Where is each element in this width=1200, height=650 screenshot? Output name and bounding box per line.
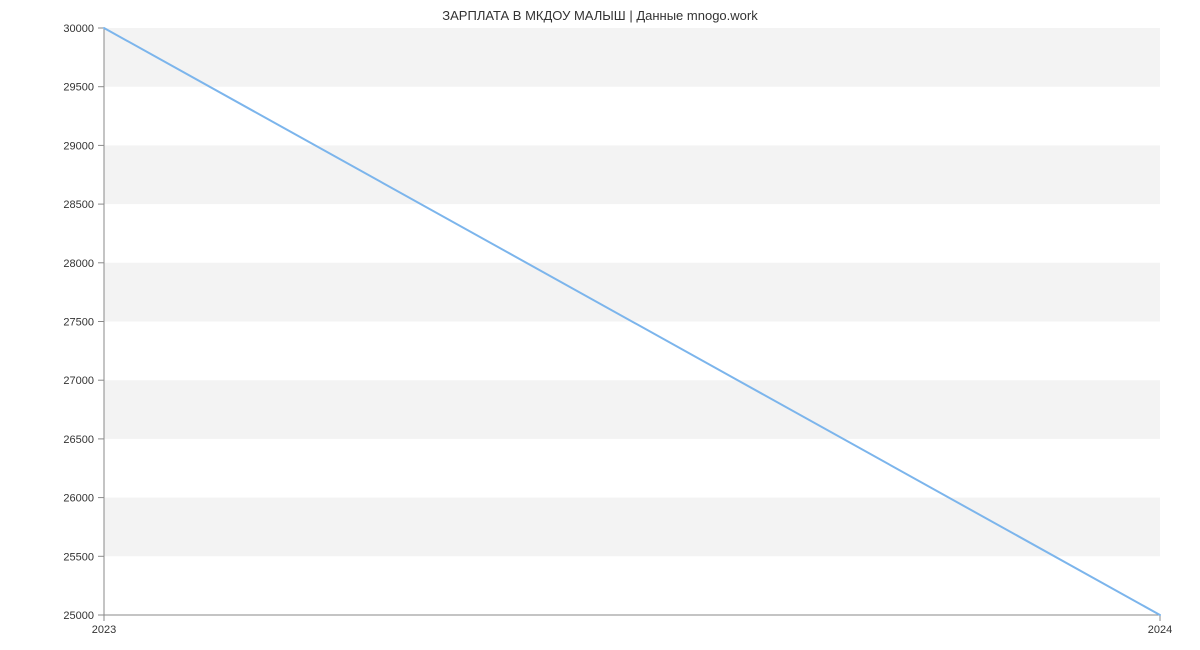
salary-chart: ЗАРПЛАТА В МКДОУ МАЛЫШ | Данные mnogo.wo…	[0, 0, 1200, 650]
chart-svg: 25000 25500 26000 26500 27000 27500 28000 28500…	[0, 0, 1200, 650]
y-tick-label: 28000	[63, 258, 94, 270]
y-tick-label: 27500	[63, 317, 94, 329]
plot-band	[104, 263, 1160, 322]
plot-band	[104, 380, 1160, 439]
y-tick-label: 26500	[63, 434, 94, 446]
x-tick-label: 2023	[92, 624, 116, 636]
y-tick-label: 25500	[63, 551, 94, 563]
y-tick-label: 28500	[63, 199, 94, 211]
y-tick-label: 30000	[63, 23, 94, 35]
y-tick-label: 25000	[63, 610, 94, 622]
plot-band	[104, 28, 1160, 87]
y-tick-label: 27000	[63, 375, 94, 387]
x-tick-label: 2024	[1148, 624, 1172, 636]
y-tick-label: 26000	[63, 493, 94, 505]
plot-band	[104, 145, 1160, 204]
y-tick-label: 29000	[63, 140, 94, 152]
y-tick-label: 29500	[63, 82, 94, 94]
